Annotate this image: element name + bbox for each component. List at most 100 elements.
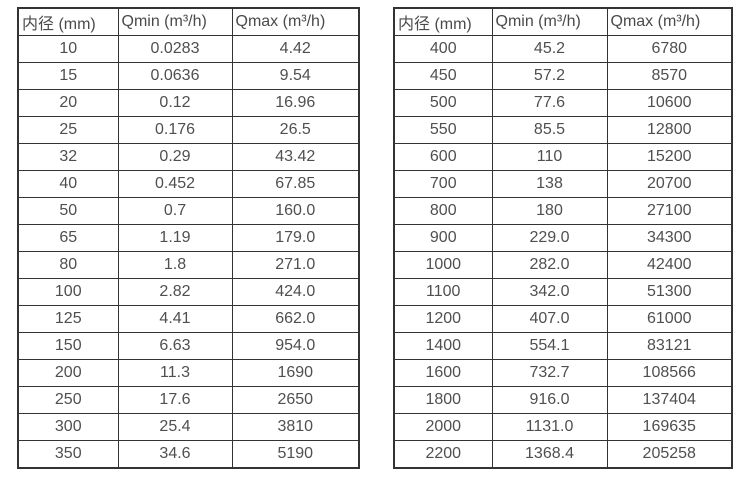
table-cell: 6.63 [117,332,233,360]
table-cell: 732.7 [491,359,608,387]
table-cell: 350 [17,440,119,469]
table-cell: 10600 [606,89,733,117]
table-cell: 42400 [606,251,733,279]
table-cell: 1.8 [117,251,233,279]
table-cell: 342.0 [491,278,608,306]
flow-table-left: 内径 (mm) Qmin (m³/h) Qmax (m³/h) 10 0.0283 4.4… [17,7,360,469]
table-row: 1200 407.0 61000 [393,305,733,333]
table-row: 15 0.0636 9.54 [17,62,360,90]
table-row: 65 1.19 179.0 [17,224,360,252]
table-row: 40 0.452 67.85 [17,170,360,198]
table-cell: 5190 [231,440,360,469]
table-cell: 25.4 [117,413,233,441]
tables-container: 内径 (mm) Qmin (m³/h) Qmax (m³/h) 10 0.0283 4.4… [17,7,733,469]
table-cell: 25 [17,116,119,144]
header-row: 内径 (mm) Qmin (m³/h) Qmax (m³/h) [393,7,733,36]
table-cell: 6780 [606,35,733,63]
table-cell: 179.0 [231,224,360,252]
table-row: 350 34.6 5190 [17,440,360,469]
table-cell: 43.42 [231,143,360,171]
table-cell: 77.6 [491,89,608,117]
table-cell: 137404 [606,386,733,414]
table-cell: 85.5 [491,116,608,144]
table-cell: 20700 [606,170,733,198]
table-cell: 67.85 [231,170,360,198]
table-row: 1600 732.7 108566 [393,359,733,387]
table-cell: 1000 [393,251,493,279]
table-row: 25 0.176 26.5 [17,116,360,144]
table-cell: 27100 [606,197,733,225]
table-cell: 17.6 [117,386,233,414]
table-cell: 0.452 [117,170,233,198]
table-row: 2000 1131.0 169635 [393,413,733,441]
table-row: 150 6.63 954.0 [17,332,360,360]
table-cell: 954.0 [231,332,360,360]
table-cell: 1131.0 [491,413,608,441]
table-cell: 0.29 [117,143,233,171]
table-cell: 424.0 [231,278,360,306]
table-cell: 138 [491,170,608,198]
table-row: 10 0.0283 4.42 [17,35,360,63]
table-cell: 32 [17,143,119,171]
header-cell: Qmin (m³/h) [117,7,233,36]
table-cell: 150 [17,332,119,360]
table-row: 50 0.7 160.0 [17,197,360,225]
table-row: 900 229.0 34300 [393,224,733,252]
table-cell: 26.5 [231,116,360,144]
table-cell: 200 [17,359,119,387]
table-cell: 1368.4 [491,440,608,469]
table-cell: 1690 [231,359,360,387]
table-cell: 4.41 [117,305,233,333]
table-cell: 160.0 [231,197,360,225]
table-row: 1100 342.0 51300 [393,278,733,306]
table-row: 1000 282.0 42400 [393,251,733,279]
table-cell: 800 [393,197,493,225]
table-cell: 110 [491,143,608,171]
table-cell: 169635 [606,413,733,441]
header-cell: Qmax (m³/h) [231,7,360,36]
table-cell: 8570 [606,62,733,90]
table-cell: 1200 [393,305,493,333]
table-cell: 1800 [393,386,493,414]
table-cell: 11.3 [117,359,233,387]
table-row: 1800 916.0 137404 [393,386,733,414]
table-cell: 40 [17,170,119,198]
table-cell: 100 [17,278,119,306]
table-cell: 550 [393,116,493,144]
table-cell: 300 [17,413,119,441]
table-row: 550 85.5 12800 [393,116,733,144]
table-row: 32 0.29 43.42 [17,143,360,171]
table-cell: 2000 [393,413,493,441]
table-cell: 282.0 [491,251,608,279]
table-cell: 16.96 [231,89,360,117]
flow-table-right: 内径 (mm) Qmin (m³/h) Qmax (m³/h) 400 45.2 6780… [393,7,733,469]
table-cell: 271.0 [231,251,360,279]
table-row: 200 11.3 1690 [17,359,360,387]
table-cell: 407.0 [491,305,608,333]
table-cell: 2200 [393,440,493,469]
table-cell: 450 [393,62,493,90]
table-row: 125 4.41 662.0 [17,305,360,333]
table-row: 80 1.8 271.0 [17,251,360,279]
table-cell: 34300 [606,224,733,252]
table-cell: 1600 [393,359,493,387]
table-cell: 65 [17,224,119,252]
table-cell: 0.12 [117,89,233,117]
table-row: 700 138 20700 [393,170,733,198]
table-row: 100 2.82 424.0 [17,278,360,306]
table-cell: 500 [393,89,493,117]
table-row: 500 77.6 10600 [393,89,733,117]
table-cell: 0.176 [117,116,233,144]
table-row: 1400 554.1 83121 [393,332,733,360]
table-row: 250 17.6 2650 [17,386,360,414]
table-cell: 700 [393,170,493,198]
table-cell: 1.19 [117,224,233,252]
table-cell: 400 [393,35,493,63]
table-cell: 15200 [606,143,733,171]
header-cell: Qmin (m³/h) [491,7,608,36]
table-cell: 50 [17,197,119,225]
table-cell: 662.0 [231,305,360,333]
table-cell: 34.6 [117,440,233,469]
table-cell: 9.54 [231,62,360,90]
